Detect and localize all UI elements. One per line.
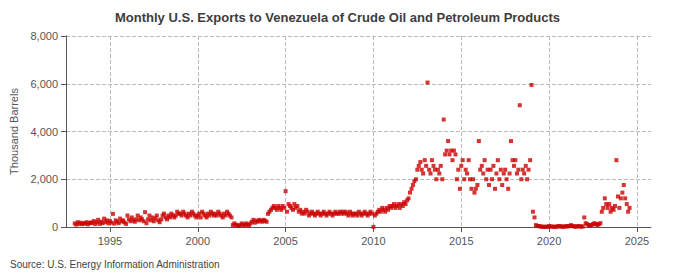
svg-text:2020: 2020 <box>537 235 561 247</box>
svg-text:4,000: 4,000 <box>30 126 58 138</box>
svg-text:2015: 2015 <box>449 235 473 247</box>
svg-text:Monthly U.S. Exports to Venezu: Monthly U.S. Exports to Venezuela of Cru… <box>115 10 560 25</box>
svg-text:2000: 2000 <box>186 235 210 247</box>
svg-text:2025: 2025 <box>625 235 649 247</box>
svg-text:2010: 2010 <box>361 235 385 247</box>
svg-text:0: 0 <box>52 221 58 233</box>
svg-text:8,000: 8,000 <box>30 30 58 42</box>
svg-text:2,000: 2,000 <box>30 173 58 185</box>
svg-text:1995: 1995 <box>98 235 122 247</box>
svg-text:Source: U.S. Energy Informatio: Source: U.S. Energy Information Administ… <box>10 259 220 270</box>
svg-text:2005: 2005 <box>273 235 297 247</box>
svg-text:Thousand Barrels: Thousand Barrels <box>8 88 20 175</box>
svg-text:6,000: 6,000 <box>30 78 58 90</box>
